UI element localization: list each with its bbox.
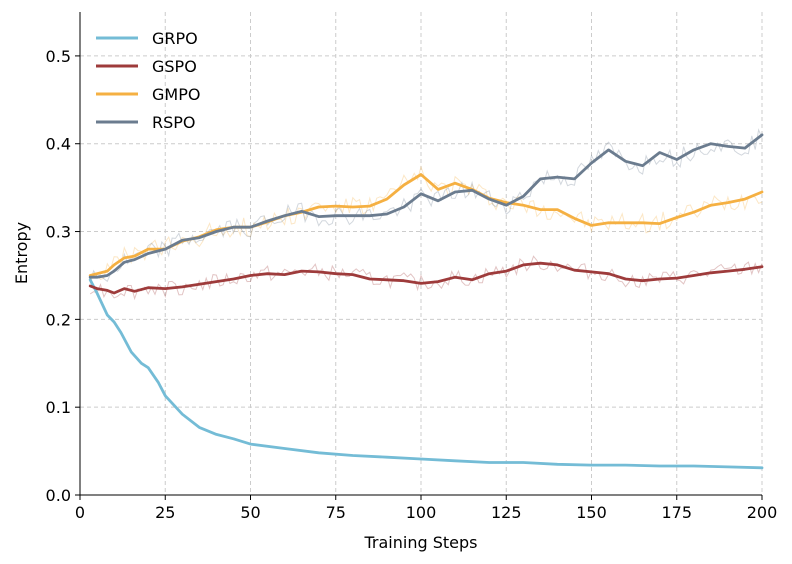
x-tick-label: 150 [576,503,607,522]
x-tick-label: 75 [326,503,346,522]
y-tick-label: 0.2 [46,310,71,329]
series-line-rspo [90,135,762,277]
x-tick-label: 175 [661,503,692,522]
x-tick-label: 0 [75,503,85,522]
legend-label-rspo: RSPO [152,113,196,132]
entropy-line-chart: 0 25 50 75 100 125 150 175 200 0.0 0.1 0.2 0.3 0.4 0.5… [0,0,792,564]
y-tick-label: 0.0 [46,486,71,505]
y-tick-label: 0.1 [46,398,71,417]
y-tick-label: 0.3 [46,223,71,242]
x-tick-label: 100 [406,503,437,522]
legend-label-grpo: GRPO [152,29,198,48]
series-line-grpo [90,280,762,468]
series-smoothed-lines [90,135,762,468]
y-tick-label: 0.4 [46,135,71,154]
legend-label-gspo: GSPO [152,57,197,76]
legend-label-gmpo: GMPO [152,85,200,104]
series-line-gspo [90,263,762,293]
series-line-gmpo [90,175,762,276]
series-raw-gmpo [90,167,762,284]
y-tick-label: 0.5 [46,47,71,66]
series-raw-traces [90,130,762,299]
y-axis-label: Entropy [12,222,31,284]
series-raw-gspo [90,256,762,298]
x-tick-label: 25 [155,503,175,522]
x-tick-label: 50 [240,503,260,522]
x-tick-label: 200 [747,503,778,522]
x-axis-label: Training Steps [364,533,478,552]
x-tick-label: 125 [491,503,522,522]
legend: GRPO GSPO GMPO RSPO [96,29,200,132]
